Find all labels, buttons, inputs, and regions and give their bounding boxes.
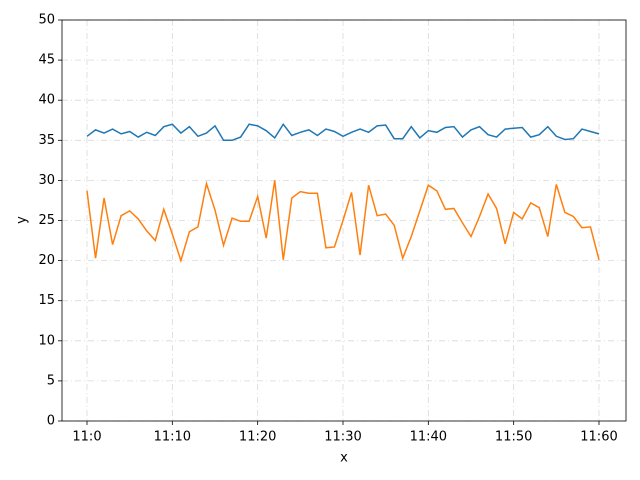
y-tick-label: 0 [47, 414, 55, 429]
y-axis-label: y [15, 216, 30, 224]
y-tick-label: 30 [38, 173, 55, 188]
x-axis-label: x [340, 451, 348, 466]
y-tick-label: 10 [38, 333, 55, 348]
y-tick-label: 45 [38, 53, 55, 68]
x-tick-label: 11:40 [410, 430, 447, 445]
x-tick-label: 11:50 [495, 430, 532, 445]
x-tick-label: 11:0 [72, 430, 101, 445]
y-tick-label: 25 [38, 213, 55, 228]
x-tick-label: 11:20 [239, 430, 276, 445]
x-tick-label: 11:60 [580, 430, 617, 445]
line-series [86, 122, 600, 142]
y-tick-label: 15 [38, 293, 55, 308]
x-tick-label: 11:10 [154, 430, 191, 445]
x-tick-label: 11:30 [324, 430, 361, 445]
plot-frame [61, 19, 627, 422]
y-tick-label: 40 [38, 93, 55, 108]
y-tick-label: 5 [47, 373, 55, 388]
y-tick-label: 35 [38, 133, 55, 148]
y-tick-label: 20 [38, 253, 55, 268]
line-series [86, 180, 600, 264]
y-tick-label: 50 [38, 13, 55, 28]
